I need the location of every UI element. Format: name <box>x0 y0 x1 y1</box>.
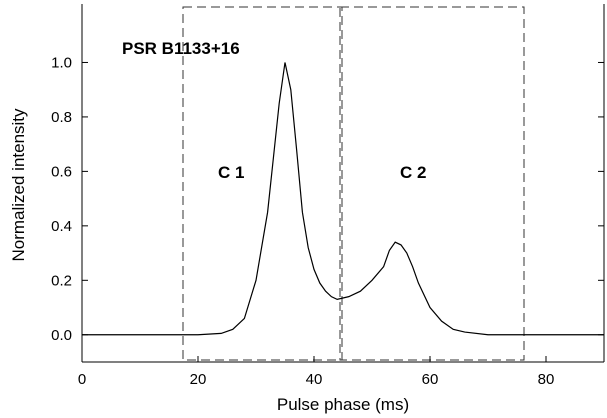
c2-region <box>339 6 525 361</box>
x-tick-label: 20 <box>190 371 207 388</box>
c1-region <box>182 6 343 361</box>
y-axis-label: Normalized intensity <box>9 108 28 262</box>
x-tick-label: 40 <box>306 371 323 388</box>
y-tick-label: 0.4 <box>51 218 72 235</box>
pulsar-name: PSR B1133+16 <box>122 39 240 58</box>
component-label: C 1 <box>218 163 244 182</box>
x-tick-label: 60 <box>422 371 439 388</box>
x-tick-label: 80 <box>538 371 555 388</box>
y-tick-label: 0.6 <box>51 163 72 180</box>
y-tick-label: 0.0 <box>51 327 72 344</box>
profile-line <box>82 62 604 336</box>
y-tick-label: 0.2 <box>51 272 72 289</box>
component-label: C 2 <box>400 163 426 182</box>
x-axis-label: Pulse phase (ms) <box>277 395 409 414</box>
y-tick-label: 0.8 <box>51 109 72 126</box>
y-tick-label: 1.0 <box>51 54 72 71</box>
x-tick-label: 0 <box>78 371 86 388</box>
